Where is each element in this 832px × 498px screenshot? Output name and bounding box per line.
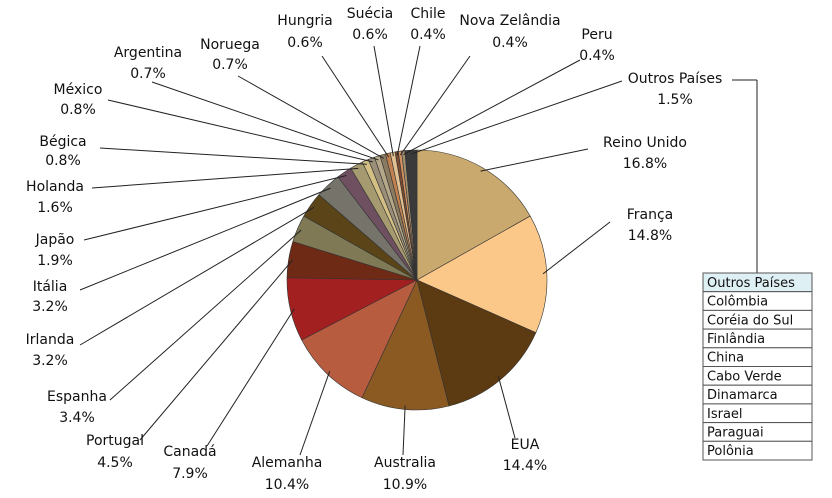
slice-value: 16.8% — [623, 156, 667, 172]
leader-line — [109, 229, 302, 401]
slice-label: Hungria — [277, 13, 332, 29]
leader-line — [237, 75, 384, 159]
slice-label: Australia — [374, 455, 436, 471]
slice-value: 1.9% — [37, 253, 73, 269]
table-header: Outros Países — [707, 276, 795, 291]
pie — [286, 149, 548, 411]
leader-line — [139, 259, 293, 441]
slice-value: 3.2% — [32, 299, 68, 315]
slice-label: Japão — [35, 232, 75, 248]
slice-value: 10.9% — [383, 477, 427, 493]
table-item: Colômbia — [707, 295, 768, 310]
leader-line — [206, 308, 295, 447]
slice-label: Suécia — [347, 6, 394, 22]
table-item: Polônia — [707, 444, 754, 459]
leader-line — [91, 167, 359, 189]
leader-line — [403, 59, 581, 156]
slice-label: Noruega — [200, 37, 260, 53]
pie-slice — [416, 149, 531, 281]
table-item: Israel — [707, 407, 743, 422]
slice-value: 10.4% — [265, 477, 309, 493]
slice-label: Itália — [33, 279, 68, 295]
slice-value: 7.9% — [172, 466, 208, 482]
leader-line — [151, 81, 379, 161]
leader-line — [83, 175, 347, 241]
slice-value: 0.4% — [492, 35, 528, 51]
leader-line — [542, 221, 611, 275]
slice-value: 3.2% — [32, 353, 68, 369]
leader-line — [99, 147, 367, 165]
slice-value: 1.5% — [657, 92, 693, 108]
slice-value: 0.8% — [45, 153, 81, 169]
leader-line — [402, 405, 406, 456]
pie-slice — [416, 279, 537, 407]
slice-label: Argentina — [114, 45, 182, 61]
slice-value: 0.6% — [352, 27, 388, 43]
slice-label: Irlanda — [26, 332, 75, 348]
leader-line — [321, 55, 390, 158]
pie-slice — [301, 279, 418, 399]
slice-value: 14.8% — [628, 228, 672, 244]
leader-line — [497, 376, 516, 439]
leader-line — [410, 80, 623, 155]
slice-value: 0.4% — [410, 27, 446, 43]
table-item: Coréia do Sul — [707, 313, 793, 328]
slice-label: Holanda — [26, 179, 84, 195]
slice-value: 3.4% — [59, 410, 95, 426]
slice-label: EUA — [511, 437, 540, 453]
pie-slice — [416, 215, 548, 334]
leader-line — [79, 187, 331, 291]
leader-line — [396, 45, 421, 156]
leader-line — [480, 148, 589, 172]
leader-line — [373, 45, 394, 157]
slice-label: Bégica — [39, 134, 86, 150]
leader-line — [107, 99, 373, 163]
slice-value: 4.5% — [97, 455, 133, 471]
slice-label: Alemanha — [252, 455, 323, 471]
slice-label: México — [54, 82, 103, 98]
slice-label: Nova Zelândia — [459, 13, 560, 29]
leader-line — [299, 370, 331, 456]
slice-label: Canadá — [163, 444, 216, 460]
table-item: China — [707, 351, 744, 366]
slice-label: Espanha — [47, 389, 107, 405]
table-item: Finlândia — [707, 332, 765, 347]
leader-line — [79, 206, 315, 346]
slice-label: Reino Unido — [603, 135, 687, 151]
slice-value: 0.8% — [60, 102, 96, 118]
slice-label: Portugal — [86, 433, 144, 449]
slice-value: 1.6% — [37, 200, 73, 216]
slice-value: 14.4% — [503, 458, 547, 474]
others-table: Outros Países Colômbia Coréia do Sul Finlân… — [702, 79, 813, 461]
slice-label: Peru — [581, 27, 612, 43]
labels: Reino Unido 16.8% França 14.8% EUA 14.4% Austr… — [26, 6, 723, 493]
table-item: Paraguai — [707, 425, 764, 440]
leader-line — [399, 55, 471, 156]
slice-label: Chile — [410, 6, 445, 22]
slice-value: 0.7% — [212, 57, 248, 73]
table-item: Dinamarca — [707, 388, 778, 403]
slice-value: 0.6% — [287, 35, 323, 51]
slice-label: Outros Países — [628, 71, 723, 87]
slice-label: França — [627, 207, 674, 223]
table-row — [702, 440, 813, 461]
table-item: Cabo Verde — [707, 369, 782, 384]
slice-value: 0.4% — [579, 48, 615, 64]
slice-value: 0.7% — [130, 66, 166, 82]
